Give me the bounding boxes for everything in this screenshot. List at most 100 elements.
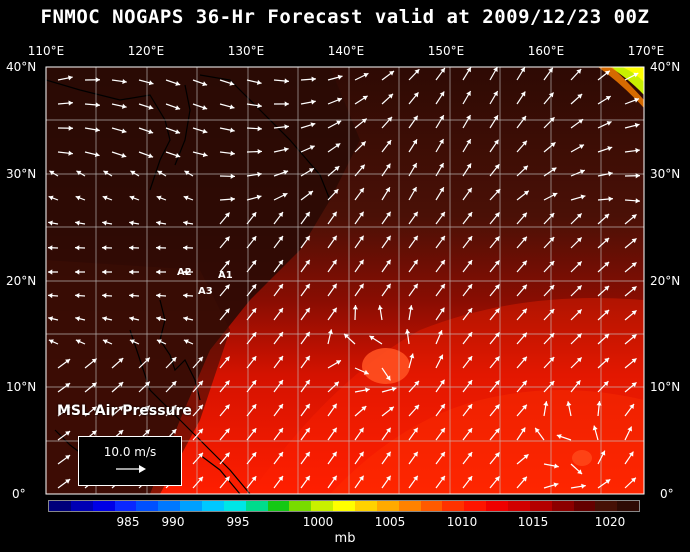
wind-vector-head xyxy=(95,127,100,133)
wind-vector-head xyxy=(603,381,609,387)
wind-vector-head xyxy=(198,404,203,410)
wind-vector-head xyxy=(156,339,162,345)
wind-vector-head xyxy=(576,357,582,363)
wind-vector-head xyxy=(311,99,316,105)
wind-vector-head xyxy=(549,117,555,123)
wind-vector-head xyxy=(337,74,343,80)
colorbar-swatch xyxy=(223,501,246,511)
wind-vector-head xyxy=(440,235,445,241)
wind-vector-head xyxy=(440,259,445,265)
wind-vector-head xyxy=(440,403,445,409)
wind-vector-head xyxy=(198,476,203,482)
wind-vector-head xyxy=(467,476,473,482)
colorbar-swatch xyxy=(114,501,137,511)
wind-vector-head xyxy=(549,381,555,386)
wind-vector-head xyxy=(91,358,97,364)
lat-label-right: 0° xyxy=(660,487,674,501)
wind-vector-head xyxy=(118,358,124,363)
wind-vector-head xyxy=(94,152,100,158)
wind-vector-head xyxy=(467,452,473,458)
wind-vector-head xyxy=(49,170,55,176)
wind-vector-head xyxy=(224,236,230,242)
wind-vector-head xyxy=(523,190,529,196)
colorbar-swatch xyxy=(158,501,181,511)
wind-vector-head xyxy=(48,269,53,275)
wind-vector-head xyxy=(171,429,177,435)
wind-vector-head xyxy=(548,92,554,98)
wind-vector-head xyxy=(359,259,364,265)
wind-vector-head xyxy=(175,81,181,86)
wind-vector-head xyxy=(75,195,81,201)
wind-vector-head xyxy=(389,71,395,76)
wind-vector-head xyxy=(183,339,189,345)
wind-vector-head xyxy=(48,339,54,345)
wind-vector-head xyxy=(522,332,527,338)
wind-vector-head xyxy=(414,404,420,410)
wind-vector-head xyxy=(440,283,445,289)
wind-vector-head xyxy=(635,198,640,204)
station-label: A2 xyxy=(177,267,192,278)
wind-vector-head xyxy=(466,115,471,121)
wind-vector-head xyxy=(224,332,230,338)
wind-vector-head xyxy=(608,196,613,202)
wind-vector-head xyxy=(129,220,134,226)
wind-vector-head xyxy=(627,426,633,432)
wind-vector-head xyxy=(171,381,177,387)
wind-vector-head xyxy=(251,476,257,482)
wind-vector-head xyxy=(102,316,108,322)
wind-vector-head xyxy=(305,283,310,289)
colorbar-swatch xyxy=(70,501,93,511)
wind-vector-head xyxy=(230,196,235,202)
wind-vector-head xyxy=(494,284,500,290)
map-frame xyxy=(45,66,645,495)
wind-vector-head xyxy=(65,407,71,412)
lat-label-left: 20°N xyxy=(6,274,37,288)
wind-vector-head xyxy=(224,428,230,434)
wind-vector-head xyxy=(575,380,581,386)
wind-vector-head xyxy=(359,427,364,433)
wind-vector-head xyxy=(65,431,71,436)
wind-vector-head xyxy=(278,307,283,313)
wind-vector-head xyxy=(156,269,161,275)
wind-vector-head xyxy=(493,67,498,73)
wind-vector-head xyxy=(522,140,527,146)
wind-vector-head xyxy=(549,261,555,266)
colorbar-swatch xyxy=(508,501,530,511)
colorbar-swatch xyxy=(617,501,640,511)
wind-vector-head xyxy=(75,269,80,275)
lat-label-right: 40°N xyxy=(650,60,681,74)
wind-vector-head xyxy=(278,331,283,337)
lat-label-left: 30°N xyxy=(6,167,37,181)
wind-vector-head xyxy=(466,91,471,97)
wind-vector-head xyxy=(412,139,418,145)
wind-vector-head xyxy=(581,483,586,489)
lon-label: 130°E xyxy=(227,44,265,58)
wind-vector-head xyxy=(257,126,262,132)
wind-vector-head xyxy=(175,129,181,135)
wind-vector-head xyxy=(282,192,288,198)
wind-vector-head xyxy=(283,169,289,175)
wind-vector-head xyxy=(336,120,342,126)
colorbar-swatch xyxy=(92,501,115,511)
wind-vector-head xyxy=(308,190,313,196)
wind-vector-head xyxy=(230,150,235,156)
wind-vector-head xyxy=(412,163,417,169)
wind-vector-head xyxy=(388,406,394,412)
wind-vector-head xyxy=(121,103,127,109)
wind-vector-head xyxy=(310,122,316,128)
wind-vector-head xyxy=(467,236,473,242)
wind-vector-head xyxy=(377,305,383,310)
wind-vector-head xyxy=(386,259,391,265)
wind-vector-head xyxy=(48,293,53,299)
colorbar-swatch xyxy=(311,501,334,511)
colorbar-swatch xyxy=(355,501,377,511)
wind-vector-head xyxy=(494,260,500,266)
wind-vector-head xyxy=(251,212,257,218)
wind-vector-head xyxy=(183,220,188,226)
wind-vector-head xyxy=(305,235,310,241)
colorbar-swatch xyxy=(49,501,71,511)
wind-vector-head xyxy=(184,170,190,176)
wind-vector-head xyxy=(305,475,310,481)
lon-label: 170°E xyxy=(627,44,665,58)
